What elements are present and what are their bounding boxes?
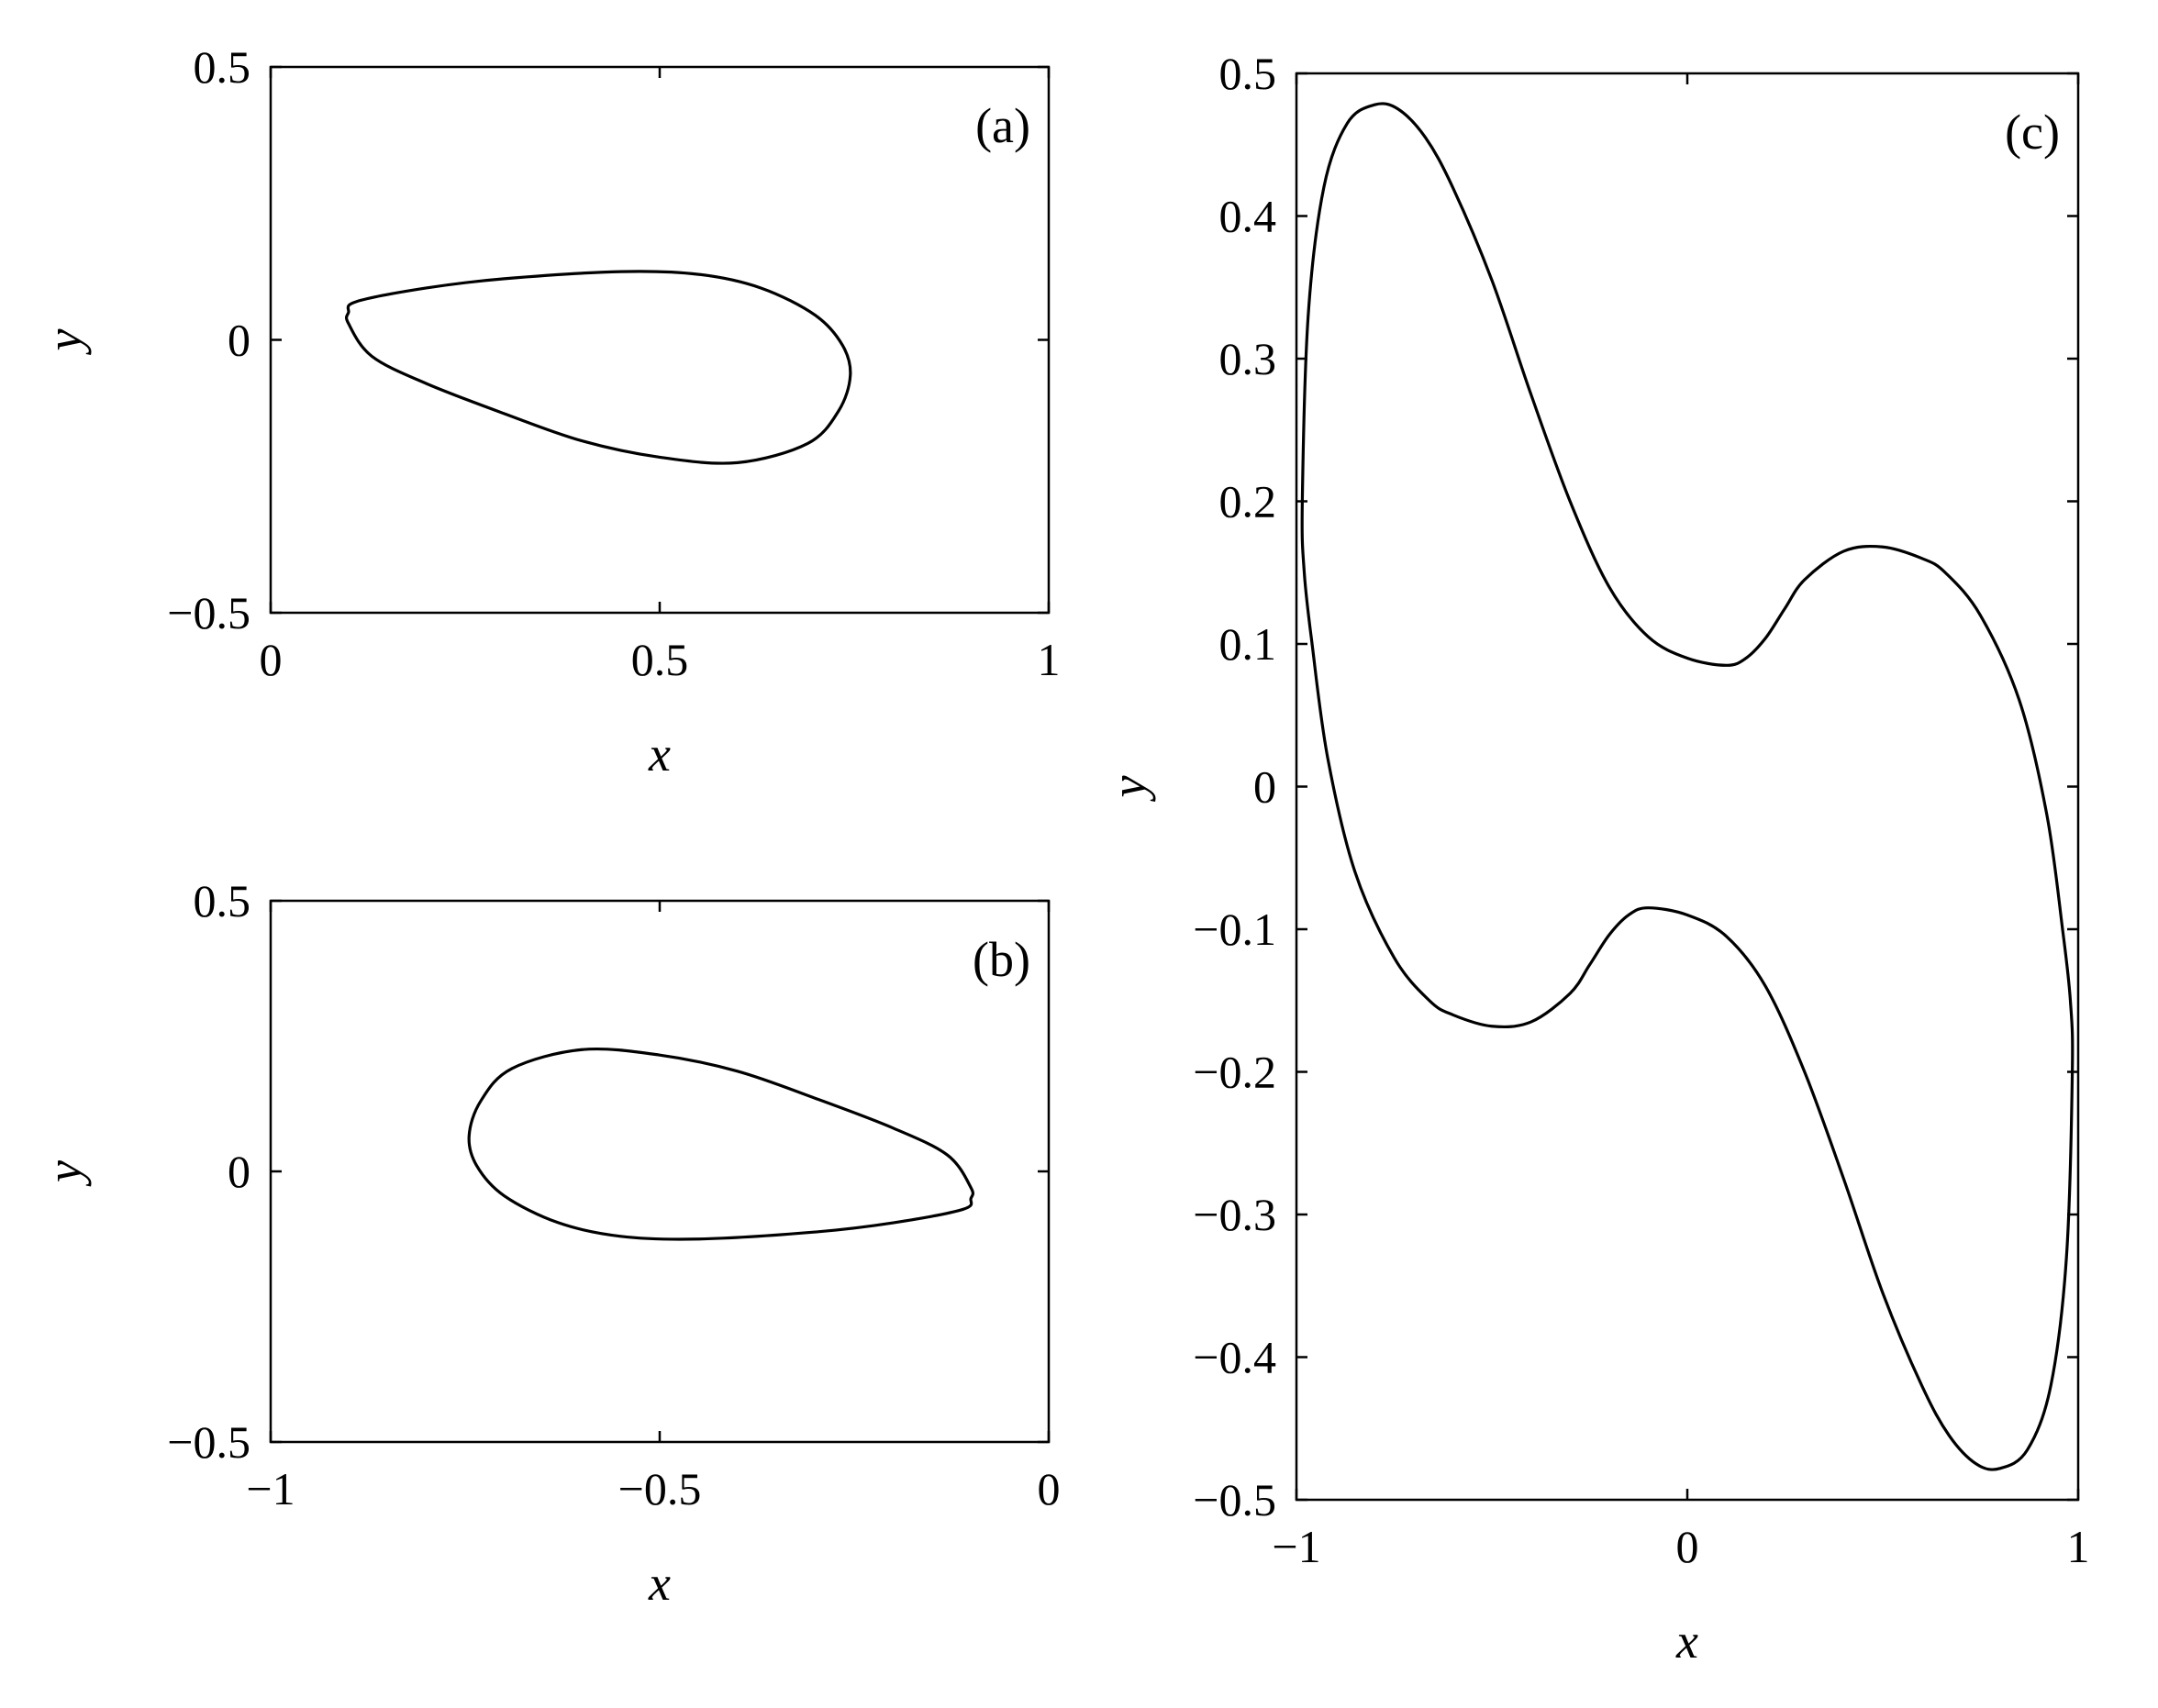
- panel-b-ylabel: y: [37, 1160, 92, 1187]
- panel-c: −1 0 1 −0.5 −0.4 −0.3 −0.2 −0.1 0 0.1 0.2 0.3 0.4 0.5…: [1101, 48, 2090, 1669]
- panel-c-label: (c): [2005, 105, 2060, 160]
- panel-a-xtick-label: 1: [1038, 634, 1061, 685]
- panel-c-ytick-label: −0.5: [1193, 1474, 1276, 1525]
- panel-b-xtick-label: −0.5: [618, 1463, 702, 1514]
- panel-c-xtick-label: −1: [1272, 1521, 1320, 1572]
- panel-b-ytick-label: 0: [228, 1146, 250, 1197]
- panel-a-label: (a): [975, 98, 1030, 153]
- panel-c-ylabel: y: [1101, 775, 1156, 802]
- panel-a-ytick-label: −0.5: [167, 587, 250, 638]
- panel-a: 0 0.5 1−0.500.5xy(a): [37, 41, 1061, 782]
- panel-c-xlabel: x: [1675, 1614, 1698, 1669]
- panel-a-ytick-label: 0: [228, 315, 250, 366]
- panel-a-ytick-label: 0.5: [194, 41, 251, 93]
- panel-a-xtick-label: 0: [260, 634, 283, 685]
- panel-c-xtick-label: 1: [2067, 1521, 2090, 1572]
- panel-b: −1 −0.5 0−0.500.5xy(b): [37, 875, 1061, 1611]
- panel-a-xtick-label: 0.5: [631, 634, 689, 685]
- panel-c-ytick-label: 0: [1253, 761, 1276, 813]
- panel-a-xlabel: x: [648, 726, 671, 782]
- panel-b-xtick-label: 0: [1038, 1463, 1061, 1514]
- panel-b-label: (b): [973, 932, 1030, 987]
- panel-b-curve: [467, 1047, 975, 1241]
- panel-c-curve: [1300, 102, 2075, 1471]
- panel-b-ytick-label: 0.5: [194, 875, 251, 926]
- panel-b-ytick-label: −0.5: [167, 1416, 250, 1468]
- panel-c-axes-frame: [1295, 72, 2080, 1502]
- panel-a-curve: [344, 270, 852, 465]
- panel-c-ytick-label: −0.1: [1193, 904, 1276, 955]
- panel-c-ytick-label: 0.4: [1219, 191, 1277, 242]
- panel-c-ytick-label: 0.1: [1219, 618, 1277, 670]
- panel-b-xlabel: x: [648, 1556, 671, 1611]
- panel-a-axes-frame: [269, 65, 1051, 615]
- panel-c-ytick-label: 0.2: [1219, 476, 1277, 527]
- panel-c-ytick-label: 0.3: [1219, 333, 1277, 384]
- panel-b-xtick-label: −1: [246, 1463, 295, 1514]
- panel-c-ytick-label: −0.2: [1193, 1047, 1276, 1098]
- panel-a-ylabel: y: [37, 328, 92, 355]
- panel-c-ytick-label: −0.3: [1193, 1189, 1276, 1240]
- panel-b-axes-frame: [269, 899, 1051, 1444]
- panel-c-xtick-label: 0: [1676, 1521, 1699, 1572]
- panel-c-ytick-label: −0.4: [1193, 1332, 1276, 1383]
- panel-c-ytick-label: 0.5: [1219, 48, 1277, 99]
